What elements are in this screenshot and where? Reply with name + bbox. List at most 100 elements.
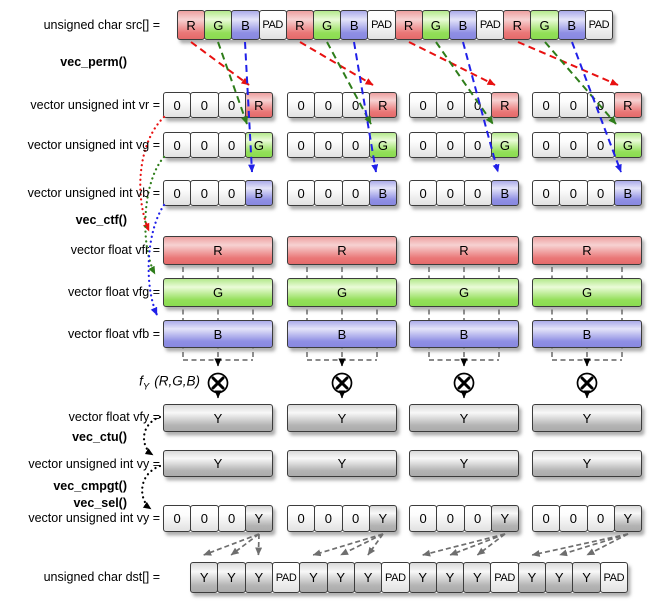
perm-arrow-blue <box>244 41 256 173</box>
row-dst-cell: Y <box>463 562 492 593</box>
row-src-cell: B <box>448 10 478 40</box>
row-vb-cell: 0 <box>287 180 316 206</box>
row-vr-cell: R <box>613 92 642 118</box>
row-vb-cell: 0 <box>341 180 370 206</box>
row-vfb-bar: B <box>532 320 642 348</box>
row-vy2-cell: 0 <box>217 505 246 532</box>
multiply-icon <box>453 358 475 399</box>
store-arrow-gray <box>203 533 260 556</box>
row-dst-cell: Y <box>353 562 383 593</box>
row-vfb-bar: B <box>163 320 273 348</box>
perm-arrow-blue <box>353 41 379 173</box>
row-vy2-cell: Y <box>368 505 397 532</box>
row-dst-cell: PAD <box>490 562 519 593</box>
store-arrow-gray <box>312 533 384 557</box>
row-vg-cell: 0 <box>190 132 219 158</box>
ctf-curve-blue <box>147 203 166 317</box>
ctu-curve-black <box>143 415 162 457</box>
row-src-cell: G <box>204 10 233 40</box>
store-arrow-gray <box>230 533 260 556</box>
row-vfy-bar: Y <box>287 404 397 432</box>
row-src-cell: PAD <box>584 10 613 40</box>
row-vg-cell: 0 <box>314 132 343 158</box>
row-dst-cell: Y <box>435 562 465 593</box>
row-vb-cell: 0 <box>463 180 492 206</box>
row-vfr-bar: R <box>163 236 273 265</box>
ctf-curve-red <box>139 115 166 233</box>
row-vr-cell: 0 <box>190 92 219 118</box>
row-vfr-bar: R <box>409 236 519 265</box>
row-vg-cell: G <box>368 132 397 158</box>
row-vfg-bar: G <box>532 278 642 307</box>
row-src-cell: B <box>231 10 260 40</box>
row-vy2-cell: 0 <box>287 505 316 532</box>
perm-arrow-red <box>299 41 374 86</box>
row-vfr-bar: R <box>287 236 397 265</box>
row-vb-cell: 0 <box>190 180 219 206</box>
row-vy2-cell: 0 <box>586 505 615 532</box>
row-vy-bar: Y <box>287 450 397 477</box>
row-vr-cell: 0 <box>314 92 343 118</box>
row-dst-cell: PAD <box>599 562 628 593</box>
row-dst-cell: Y <box>326 562 355 593</box>
row-vy2-cell: 0 <box>409 505 438 532</box>
row-vfy-bar: Y <box>409 404 519 432</box>
row-dst-cell: Y <box>217 562 246 593</box>
row-src-cell: R <box>503 10 532 40</box>
row-vr-cell: R <box>490 92 519 118</box>
row-vb-cell: 0 <box>314 180 343 206</box>
row-dst-cell: Y <box>244 562 273 593</box>
row-vr-cell: 0 <box>163 92 192 118</box>
row-vfy-bar: Y <box>163 404 273 432</box>
store-arrow-gray <box>340 533 384 556</box>
row-vfb-bar: B <box>287 320 397 348</box>
row-vb-cell: B <box>244 180 273 206</box>
row-vy2-cell: Y <box>244 505 273 532</box>
row-vfb-bar: B <box>409 320 519 348</box>
store-arrow-gray <box>531 533 629 557</box>
row-src-cell: R <box>177 10 206 40</box>
row-vg-cell: 0 <box>436 132 465 158</box>
row-src-cell: G <box>421 10 450 40</box>
multiply-icon <box>331 358 353 399</box>
row-vy2-cell: 0 <box>463 505 492 532</box>
row-vfg-bar: G <box>409 278 519 307</box>
row-vb-cell: B <box>613 180 642 206</box>
row-vr-cell: R <box>368 92 397 118</box>
store-arrow-gray <box>422 533 506 557</box>
row-vfg-bar: G <box>163 278 273 307</box>
row-vr-cell: 0 <box>532 92 561 118</box>
row-vy2-cell: Y <box>490 505 519 532</box>
row-vr-cell: 0 <box>436 92 465 118</box>
row-vy2-cell: 0 <box>532 505 561 532</box>
row-vy-bar: Y <box>163 450 273 477</box>
store-arrow-gray <box>367 533 384 556</box>
perm-arrow-red <box>190 41 250 86</box>
row-vg-cell: G <box>490 132 519 158</box>
row-vy2-cell: 0 <box>314 505 343 532</box>
perm-arrow-blue <box>571 41 622 173</box>
sel-curve-black <box>141 464 162 511</box>
row-vb-cell: 0 <box>586 180 615 206</box>
row-vb-cell: B <box>368 180 397 206</box>
store-arrow-gray <box>255 533 263 556</box>
row-vr-cell: 0 <box>287 92 316 118</box>
